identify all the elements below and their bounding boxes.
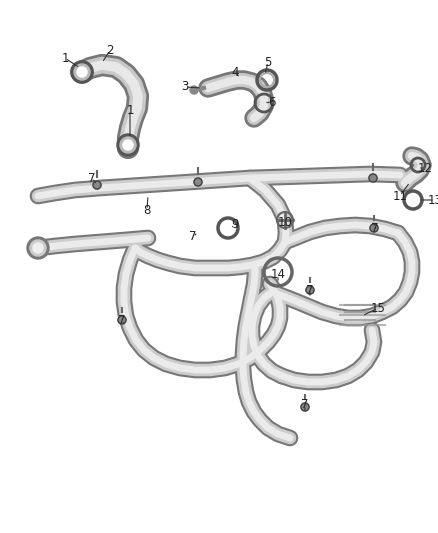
Text: 7: 7 — [189, 230, 197, 244]
Text: 5: 5 — [264, 55, 272, 69]
Text: 9: 9 — [231, 219, 239, 231]
Circle shape — [194, 178, 202, 186]
Circle shape — [306, 286, 314, 294]
Text: 4: 4 — [231, 66, 239, 78]
Circle shape — [190, 86, 198, 94]
Text: 15: 15 — [371, 302, 385, 314]
Circle shape — [77, 67, 87, 77]
Circle shape — [74, 64, 90, 80]
Text: 13: 13 — [427, 193, 438, 206]
Text: 7: 7 — [306, 284, 314, 296]
Circle shape — [71, 61, 93, 83]
Text: 7: 7 — [88, 172, 96, 184]
Text: 14: 14 — [271, 269, 286, 281]
Text: 7: 7 — [371, 222, 379, 235]
Text: 8: 8 — [143, 204, 151, 216]
Circle shape — [117, 134, 139, 156]
Text: 6: 6 — [268, 95, 276, 109]
Text: 2: 2 — [106, 44, 114, 56]
Circle shape — [301, 403, 309, 411]
Circle shape — [118, 316, 126, 324]
Text: 10: 10 — [278, 215, 293, 229]
Circle shape — [93, 181, 101, 189]
Text: 3: 3 — [181, 80, 189, 93]
Text: 11: 11 — [392, 190, 407, 203]
Circle shape — [27, 237, 49, 259]
Circle shape — [369, 174, 377, 182]
Text: 12: 12 — [417, 161, 432, 174]
Text: 7: 7 — [118, 313, 126, 327]
Circle shape — [370, 224, 378, 232]
Circle shape — [33, 243, 43, 253]
Text: 1: 1 — [61, 52, 69, 64]
Text: 1: 1 — [126, 103, 134, 117]
Text: 7: 7 — [301, 399, 309, 411]
Circle shape — [123, 140, 133, 150]
Circle shape — [120, 137, 136, 153]
Circle shape — [30, 240, 46, 256]
